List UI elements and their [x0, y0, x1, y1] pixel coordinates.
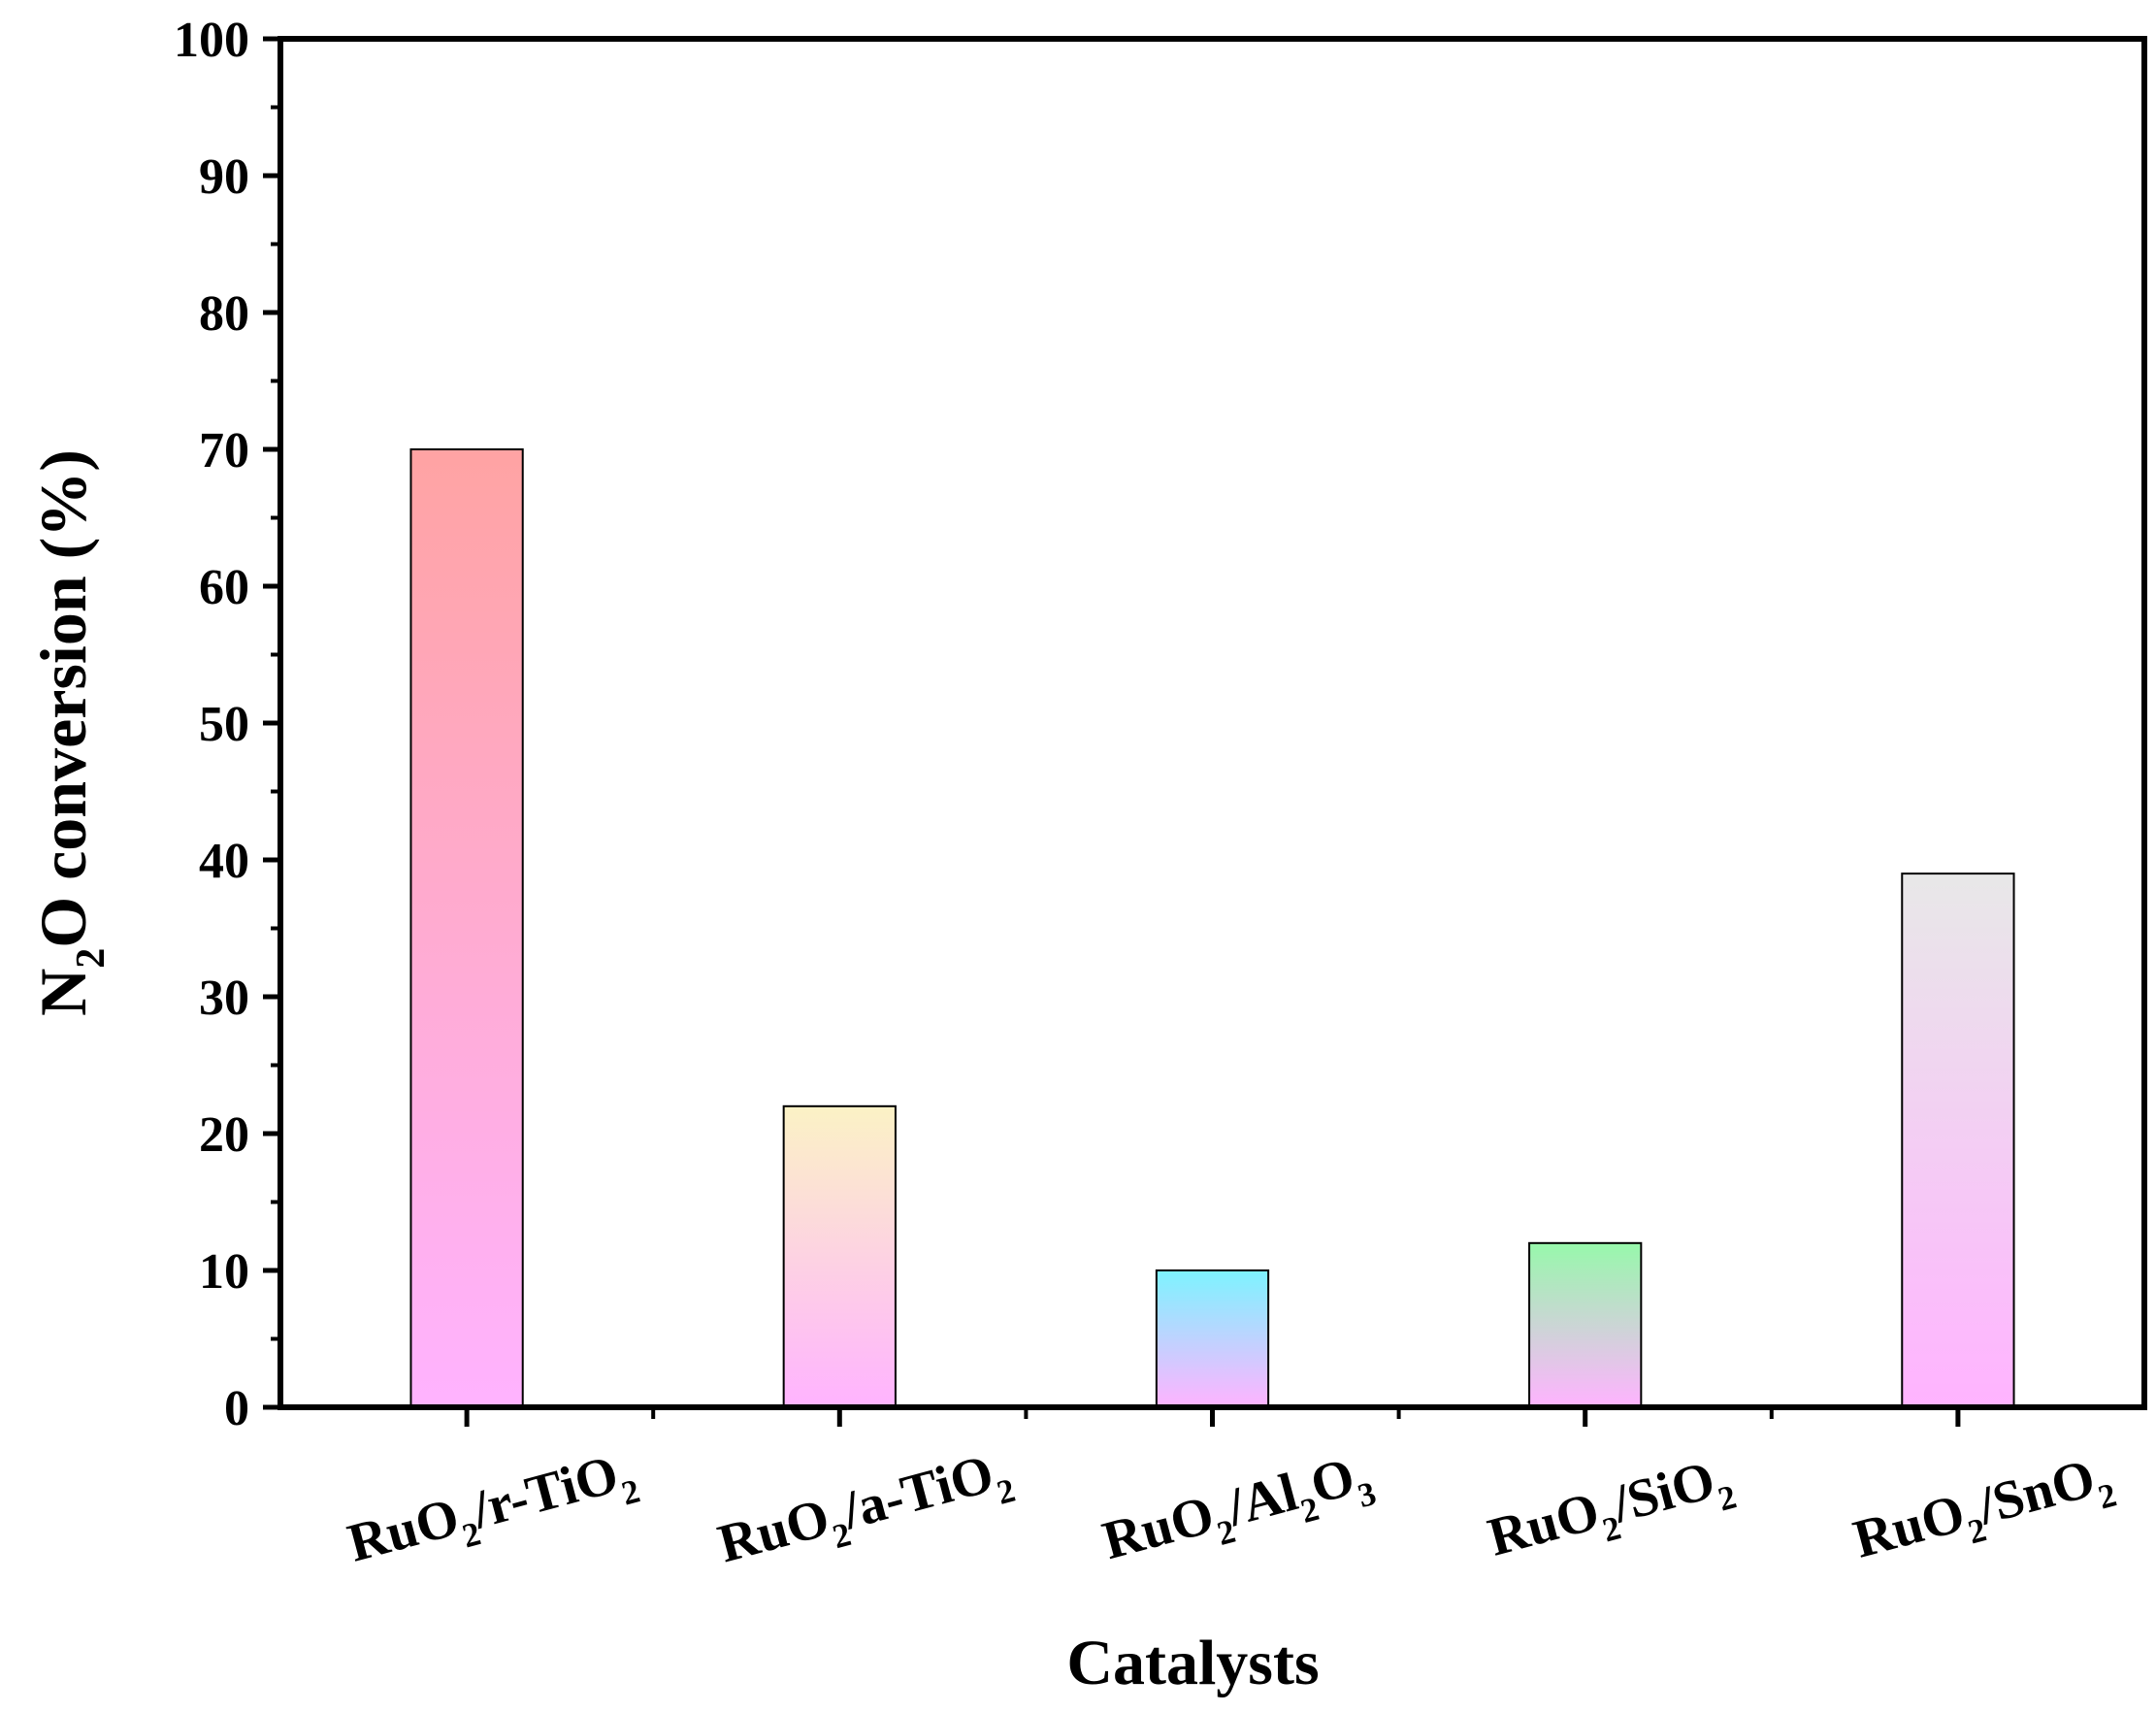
subscript: 2 — [1715, 1477, 1741, 1518]
bar-4 — [1901, 873, 2015, 1408]
y-tick-label: 80 — [199, 286, 249, 342]
svg-text:RuO2/SiO2: RuO2/SiO2 — [1482, 1446, 1740, 1579]
y-tick-label: 10 — [199, 1244, 249, 1300]
subscript: 2 — [69, 948, 114, 969]
bar-3 — [1528, 1241, 1643, 1409]
svg-text:RuO2/r-TiO2: RuO2/r-TiO2 — [342, 1440, 643, 1585]
svg-text:RuO2/SnO2: RuO2/SnO2 — [1847, 1444, 2120, 1581]
axes — [263, 36, 2147, 1427]
y-axis-title: N2O conversion (%) — [26, 449, 114, 1016]
text-segment: RuO — [1096, 1484, 1220, 1571]
x-tick-label: RuO2/SiO2 — [1482, 1446, 1740, 1579]
subscript: 2 — [617, 1471, 643, 1512]
svg-text:N2O conversion (%): N2O conversion (%) — [26, 449, 114, 1016]
x-tick-label: RuO2/Al2O3 — [1096, 1442, 1380, 1582]
text-segment: RuO — [342, 1487, 465, 1574]
y-tick-label: 50 — [199, 697, 249, 752]
svg-text:RuO2/a-TiO2: RuO2/a-TiO2 — [712, 1439, 1019, 1585]
bars — [409, 448, 2015, 1409]
plot-frame — [278, 36, 2147, 1410]
text-segment: RuO — [712, 1488, 835, 1575]
y-tick-label: 0 — [224, 1381, 249, 1436]
text-segment: /a-TiO — [835, 1443, 999, 1541]
text-segment: /r-TiO — [465, 1444, 624, 1541]
x-tick-label: RuO2/a-TiO2 — [712, 1439, 1019, 1585]
x-axis-title: Catalysts — [1066, 1628, 1319, 1698]
y-tick-label: 100 — [174, 13, 249, 68]
subscript: 2 — [2094, 1475, 2120, 1516]
y-tick-label: 90 — [199, 149, 249, 205]
bar-0 — [409, 448, 524, 1408]
text-segment: /SnO — [1971, 1448, 2101, 1537]
subscript: 3 — [1354, 1474, 1380, 1515]
text-segment: N — [26, 969, 100, 1016]
text-segment: /Al — [1220, 1462, 1303, 1538]
y-tick-label: 30 — [199, 971, 249, 1026]
text-segment: O conversion (%) — [26, 449, 100, 948]
x-tick-label: RuO2/SnO2 — [1847, 1444, 2120, 1581]
x-tick-label: RuO2/r-TiO2 — [342, 1440, 643, 1585]
y-tick-label: 40 — [199, 834, 249, 889]
y-tick-label: 60 — [199, 560, 249, 615]
svg-text:RuO2/Al2O3: RuO2/Al2O3 — [1096, 1442, 1380, 1582]
bar-2 — [1155, 1269, 1270, 1408]
bar-1 — [782, 1104, 897, 1409]
text-segment: /SiO — [1606, 1450, 1721, 1535]
y-tick-label: 70 — [199, 423, 249, 478]
subscript: 2 — [993, 1471, 1019, 1512]
text-segment: RuO — [1482, 1481, 1605, 1568]
text-segment: RuO — [1847, 1483, 1971, 1570]
y-tick-label: 20 — [199, 1107, 249, 1163]
